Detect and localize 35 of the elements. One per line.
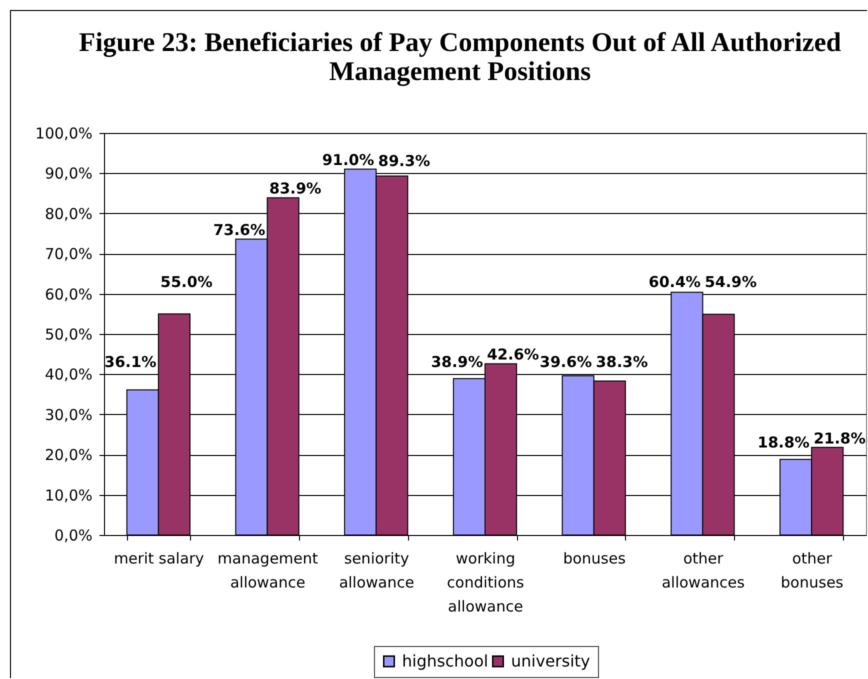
x-tick-label: merit salary — [114, 550, 204, 568]
y-tick-label: 60,0% — [44, 285, 92, 304]
x-tick-label: other bonuses — [780, 550, 844, 592]
data-label: 42.6% — [487, 346, 540, 364]
data-label: 39.6% — [540, 353, 592, 372]
x-tick-label: seniority allowance — [339, 550, 414, 592]
chart-title: Figure 23: Beneficiaries of Pay Components Out of All Authorized Management Positions — [78, 27, 842, 86]
x-tick-label: bonuses — [563, 550, 626, 568]
data-label: 60.4% — [648, 272, 701, 291]
data-label: 91.0% — [322, 151, 374, 170]
y-tick-label: 50,0% — [44, 326, 92, 344]
y-tick-label: 10,0% — [44, 486, 92, 504]
data-label: 38.9% — [430, 353, 483, 372]
x-tick-label: other allowances — [662, 550, 745, 592]
y-tick-label: 40,0% — [44, 366, 92, 384]
data-label: 36.1% — [104, 353, 156, 372]
data-label: 89.3% — [378, 152, 430, 170]
y-tick-label: 30,0% — [44, 406, 92, 424]
y-tick-label: 70,0% — [44, 245, 92, 264]
data-label: 83.9% — [269, 180, 322, 198]
y-tick-label: 0,0% — [54, 526, 92, 544]
data-label: 55.0% — [160, 272, 212, 291]
data-label: 73.6% — [213, 221, 266, 240]
y-tick-label: 80,0% — [44, 204, 92, 223]
x-tick-label: management allowance — [218, 550, 318, 592]
data-label: 18.8% — [758, 434, 810, 452]
y-tick-label: 20,0% — [44, 446, 92, 464]
x-tick-label: working conditions allowance — [446, 550, 524, 616]
y-tick-label: 90,0% — [44, 164, 92, 183]
data-label: 21.8% — [814, 429, 866, 448]
y-tick-label: 100,0% — [35, 124, 92, 142]
data-label: 54.9% — [704, 272, 757, 291]
legend-label: university — [511, 651, 590, 670]
data-label: 38.3% — [596, 353, 648, 372]
legend-label: highschool — [402, 651, 488, 670]
